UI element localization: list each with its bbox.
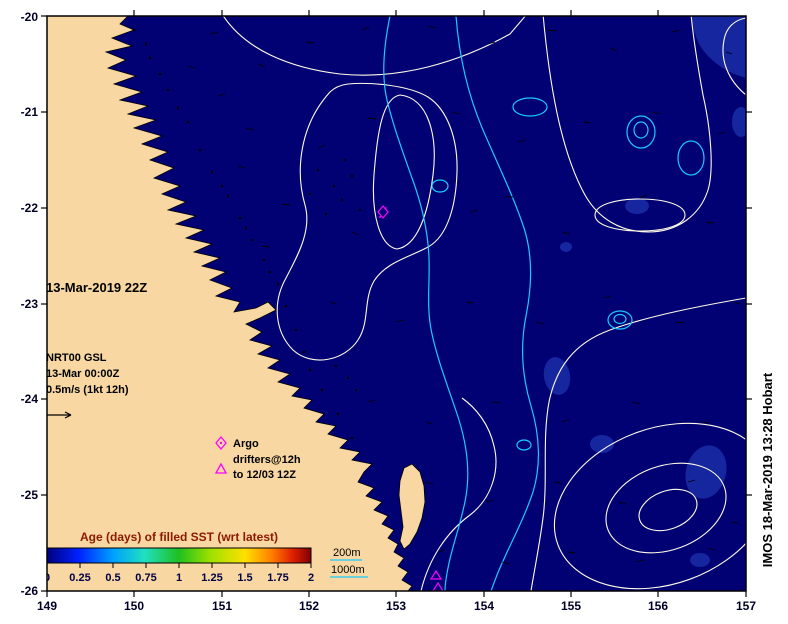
- svg-text:150: 150: [124, 599, 144, 613]
- colorbar-gradient: [47, 547, 312, 564]
- svg-text:156: 156: [648, 599, 668, 613]
- bathymetry-contour-1000m: [455, 16, 539, 591]
- svg-text:1.5: 1.5: [237, 572, 252, 584]
- svg-text:1: 1: [176, 572, 182, 584]
- svg-text:151: 151: [212, 599, 232, 613]
- svg-text:-20: -20: [21, 10, 39, 24]
- drifter-legend-marker: [214, 462, 228, 474]
- drifters-legend-line2: to 12/03 12Z: [233, 469, 296, 481]
- fraser-island: [398, 463, 426, 550]
- svg-text:2: 2: [308, 572, 314, 584]
- argo-legend-label: Argo: [233, 438, 259, 450]
- svg-text:-22: -22: [21, 201, 39, 215]
- argo-float-marker: [377, 205, 389, 219]
- svg-text:-25: -25: [21, 488, 39, 502]
- colorbar-tick-marks: [47, 563, 312, 568]
- colorbar-tick-labels: 0 0.25 0.5 0.75 1 1.25 1.5 1.75 2: [44, 572, 314, 584]
- gsl-label-line2: 13-Mar 00:00Z: [46, 368, 120, 380]
- svg-text:154: 154: [474, 599, 494, 613]
- land-queensland: [47, 16, 413, 591]
- svg-text:153: 153: [386, 599, 406, 613]
- velocity-vectors: [187, 25, 741, 565]
- bathymetry-contours: [383, 16, 705, 591]
- map-timestamp: 13-Mar-2019 22Z: [46, 280, 147, 295]
- svg-text:-23: -23: [21, 297, 39, 311]
- argo-legend-marker: [215, 435, 227, 451]
- axis-tick-marks: [41, 10, 752, 597]
- svg-text:0: 0: [44, 572, 50, 584]
- gsl-label-line1: NRT00 GSL: [46, 352, 107, 364]
- depth-legend-200m: 200m: [333, 547, 361, 559]
- depth-legend-1000m: 1000m: [331, 564, 365, 576]
- drifter-markers: [429, 569, 444, 591]
- velocity-scale-arrow: [47, 411, 72, 419]
- latitude-axis-labels: -20 -21 -22 -23 -24 -25 -26: [21, 10, 39, 598]
- watermark: IMOS 18-Mar-2019 13:28 Hobart: [760, 372, 775, 567]
- longitude-axis-labels: 149 150 151 152 153 154 155 156 157: [37, 599, 756, 613]
- drifters-legend-line1: drifters@12h: [233, 454, 301, 466]
- svg-text:0.75: 0.75: [135, 572, 156, 584]
- svg-text:1.25: 1.25: [201, 572, 222, 584]
- svg-text:0.25: 0.25: [69, 572, 90, 584]
- gsl-label-line3: 0.5m/s (1kt 12h): [46, 384, 129, 396]
- gsl-contours: [222, 16, 746, 591]
- sst-age-patches: [543, 16, 746, 567]
- svg-text:0.5: 0.5: [105, 572, 120, 584]
- map-canvas: 13-Mar-2019 22Z NRT00 GSL 13-Mar 00:00Z …: [44, 16, 746, 591]
- svg-text:149: 149: [37, 599, 57, 613]
- svg-text:155: 155: [561, 599, 581, 613]
- svg-text:-21: -21: [21, 105, 39, 119]
- svg-text:-26: -26: [21, 584, 39, 598]
- colorbar-title: Age (days) of filled SST (wrt latest): [80, 530, 278, 544]
- bathymetry-contour-200m: [383, 16, 469, 591]
- svg-text:-24: -24: [21, 392, 39, 406]
- svg-text:157: 157: [736, 599, 756, 613]
- svg-text:1.75: 1.75: [267, 572, 288, 584]
- svg-text:152: 152: [299, 599, 319, 613]
- island-reef-specks: [132, 28, 362, 440]
